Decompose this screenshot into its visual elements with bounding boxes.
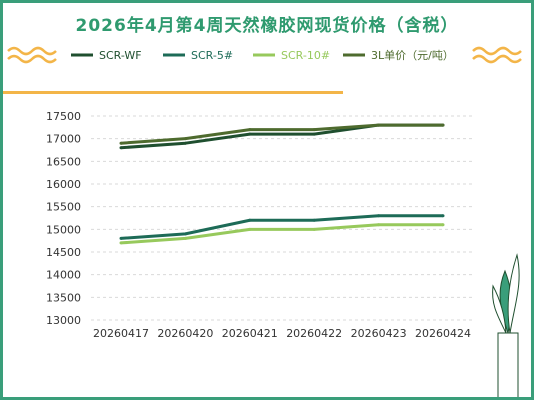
y-tick-label: 14000 [46,269,81,282]
plant-leaf-3 [492,284,507,334]
chart-title: 2026年4月第4周天然橡胶网现货价格（含税） [75,16,459,36]
data-point [248,132,252,136]
y-tick-label: 17500 [46,110,81,123]
data-point [312,132,316,136]
series-lines [119,123,445,245]
plant-leaf-2 [507,253,520,334]
y-tick-label: 17000 [46,133,81,146]
data-point [248,218,252,222]
y-tick-label: 15500 [46,201,81,214]
series-line [120,214,443,240]
x-tick-label: 20260421 [222,327,278,340]
legend-label: SCR-5# [191,49,233,62]
data-point [183,137,187,141]
y-tick-label: 13500 [46,291,81,304]
legend-label: SCR-10# [281,49,330,62]
data-point [119,146,123,150]
data-point [183,236,187,240]
data-point [183,232,187,236]
y-axis-ticks: 17500 17000 16500 16000 15500 15000 14500 14000… [46,110,81,327]
data-point [248,128,252,132]
data-point [377,214,381,218]
legend: SCR-WF SCR-5# SCR-10# 3L单价（元/吨） [71,49,454,62]
legend-label: SCR-WF [99,49,142,62]
x-tick-label: 20260417 [93,327,149,340]
data-point [441,123,445,127]
data-point [441,223,445,227]
y-tick-label: 16000 [46,178,81,191]
y-tick-label: 16500 [46,155,81,168]
series-line [120,223,443,245]
x-tick-label: 20260420 [157,327,213,340]
wave-left-1 [7,46,57,56]
grid [91,115,473,321]
data-point [441,214,445,218]
legend-label: 3L单价（元/吨） [371,49,454,62]
series-line [120,123,443,145]
data-point [248,227,252,231]
wave-right-1 [472,46,522,56]
plant-decoration [492,253,520,397]
x-axis-ticks: 20260417 20260420 20260421 20260422 20260423… [93,327,471,340]
wave-right-2 [472,54,522,64]
decorative-waves [7,46,522,64]
data-point [312,227,316,231]
wave-left-2 [7,54,57,64]
x-tick-label: 20260423 [351,327,407,340]
data-point [312,128,316,132]
data-point [377,123,381,127]
line-chart: SCR-WF SCR-5# SCR-10# 3L单价（元/吨） 17500170001… [3,46,522,397]
data-point [119,141,123,145]
x-tick-label: 20260422 [286,327,342,340]
y-tick-label: 13000 [46,314,81,327]
data-point [312,218,316,222]
data-point [119,241,123,245]
accent-bar [3,91,343,94]
x-tick-label: 20260424 [415,327,471,340]
data-point [377,223,381,227]
y-tick-label: 14500 [46,246,81,259]
y-tick-label: 15000 [46,223,81,236]
data-point [119,236,123,240]
plant-pot [497,332,519,397]
data-point [183,141,187,145]
